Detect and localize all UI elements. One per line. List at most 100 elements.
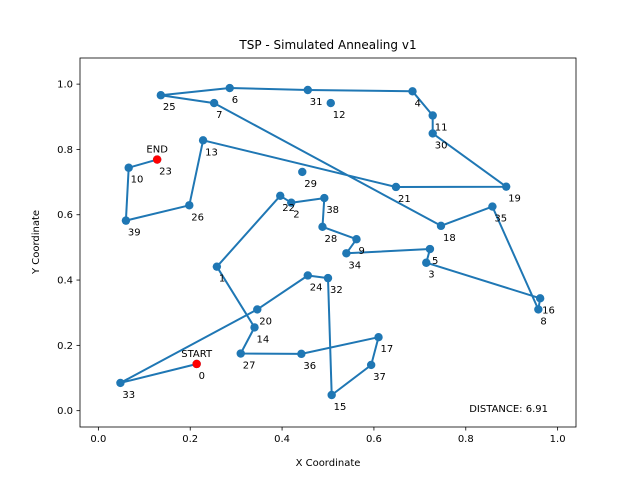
city-label-35: 35	[494, 214, 507, 225]
city-label-9: 9	[358, 246, 364, 257]
city-label-37: 37	[373, 372, 386, 383]
x-tick-label: 0.6	[366, 434, 382, 445]
city-marker-37	[366, 360, 376, 370]
city-label-3: 3	[428, 270, 434, 281]
city-label-13: 13	[205, 147, 218, 158]
city-marker-22	[276, 191, 285, 201]
city-marker-1	[212, 262, 222, 271]
city-marker-12	[326, 98, 335, 108]
distance-annotation: DISTANCE: 6.91	[469, 404, 548, 415]
city-label-27: 27	[243, 361, 256, 372]
city-label-11: 11	[435, 122, 448, 133]
city-marker-16	[535, 294, 545, 303]
route-line	[119, 87, 542, 396]
end-label: END	[146, 145, 168, 156]
city-marker-31	[303, 85, 312, 95]
city-label-17: 17	[381, 344, 394, 355]
city-marker-27	[236, 349, 245, 358]
city-label-30: 30	[435, 140, 448, 151]
city-marker-6	[225, 83, 234, 93]
city-label-4: 4	[415, 98, 421, 109]
city-marker-9	[352, 235, 361, 244]
city-marker-14	[250, 323, 259, 332]
city-marker-3	[422, 258, 431, 267]
chart-title: TSP - Simulated Annealing v1	[238, 38, 416, 52]
start-marker	[192, 359, 201, 369]
y-tick-label: 1.0	[57, 80, 73, 91]
y-tick-label: 0.4	[57, 276, 73, 287]
city-marker-28	[318, 222, 327, 232]
city-marker-35	[488, 202, 497, 211]
city-label-15: 15	[334, 402, 347, 413]
city-marker-19	[501, 182, 511, 191]
city-label-26: 26	[191, 212, 204, 223]
city-marker-29	[298, 167, 307, 177]
x-tick-label: 0.4	[274, 434, 290, 445]
city-label-1: 1	[219, 274, 225, 285]
city-marker-5	[425, 244, 435, 254]
city-label-21: 21	[398, 194, 411, 205]
city-label-5: 5	[432, 256, 438, 267]
city-label-0: 0	[199, 371, 205, 382]
city-label-29: 29	[304, 179, 317, 190]
city-marker-38	[320, 193, 329, 203]
city-label-38: 38	[326, 205, 339, 216]
city-marker-25	[156, 91, 166, 100]
x-axis: 0.0 0.2 0.4 0.6 0.8 1.0	[90, 427, 566, 445]
y-tick-label: 0.6	[57, 210, 73, 221]
city-marker-18	[436, 221, 446, 231]
city-label-18: 18	[443, 233, 456, 244]
city-marker-13	[198, 136, 208, 145]
end-marker	[152, 155, 162, 164]
plot-area-frame	[79, 57, 577, 428]
y-tick-label: 0.8	[57, 145, 73, 156]
city-marker-20	[253, 305, 262, 314]
city-label-12: 12	[333, 110, 346, 121]
city-marker-21	[391, 182, 401, 192]
city-marker-34	[342, 249, 351, 258]
city-label-16: 16	[542, 305, 555, 316]
city-label-10: 10	[131, 175, 144, 186]
y-axis-label: Y Coordinate	[31, 210, 42, 275]
city-marker-36	[297, 349, 306, 359]
city-marker-17	[374, 332, 383, 342]
city-marker-30	[428, 129, 437, 138]
x-tick-label: 0.0	[90, 434, 106, 445]
city-marker-33	[116, 378, 125, 388]
city-labels: 0123456789101112131415161718192021222324…	[122, 95, 554, 413]
x-axis-label: X Coordinate	[296, 458, 361, 469]
city-label-39: 39	[128, 228, 141, 239]
city-marker-2	[287, 198, 296, 207]
city-label-2: 2	[293, 210, 299, 221]
y-axis: 0.0 0.2 0.4 0.6 0.8 1.0	[57, 80, 80, 417]
city-marker-15	[327, 390, 336, 400]
city-label-8: 8	[540, 316, 546, 327]
y-tick-label: 0.2	[57, 341, 73, 352]
city-label-31: 31	[310, 97, 323, 108]
city-marker-24	[303, 271, 312, 280]
city-label-24: 24	[310, 282, 323, 293]
city-label-7: 7	[216, 110, 222, 121]
city-label-33: 33	[122, 390, 135, 401]
city-label-20: 20	[259, 316, 272, 327]
city-marker-7	[209, 98, 219, 108]
city-label-19: 19	[508, 194, 521, 205]
x-tick-label: 1.0	[550, 434, 566, 445]
city-label-32: 32	[330, 285, 343, 296]
city-label-28: 28	[324, 234, 337, 245]
city-label-34: 34	[348, 260, 361, 271]
city-label-22: 22	[282, 203, 295, 214]
city-marker-32	[323, 273, 333, 283]
start-label: START	[181, 349, 213, 360]
city-marker-26	[185, 201, 194, 210]
city-label-36: 36	[303, 361, 316, 372]
city-marker-11	[428, 111, 437, 120]
city-label-25: 25	[163, 102, 176, 113]
y-tick-label: 0.0	[57, 406, 73, 417]
x-tick-label: 0.2	[182, 434, 198, 445]
city-marker-4	[408, 87, 417, 96]
city-marker-39	[121, 216, 131, 225]
city-marker-10	[124, 163, 133, 172]
